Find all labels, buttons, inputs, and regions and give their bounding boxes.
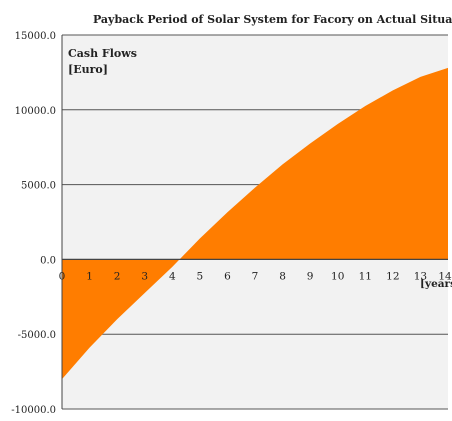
y-tick-label: -10000.0 [11,405,56,416]
x-tick-label: 13 [414,270,427,282]
x-tick-label: 9 [307,270,314,282]
x-tick-label: 10 [331,270,344,282]
x-tick-label: 12 [386,270,399,282]
y-tick-labels: 15000.0 10000.0 5000.0 0.0 -5000.0 -10000.0 [11,31,56,416]
x-tick-label: 1 [86,270,93,282]
x-tick-label: 11 [359,270,372,282]
x-tick-label: 6 [224,270,231,282]
x-tick-label: 5 [197,270,204,282]
y-axis-label-line2: [Euro] [68,63,108,76]
y-tick-label: 15000.0 [15,31,56,42]
y-tick-label: 5000.0 [21,181,56,192]
cash-flow-area [62,67,448,380]
y-tick-label: -5000.0 [18,330,56,341]
x-tick-labels: 0 1 2 3 4 5 6 7 8 9 10 11 12 13 14 [59,270,452,282]
x-tick-label: 0 [59,270,66,282]
chart-title: Payback Period of Solar System for Facor… [93,13,452,26]
y-axis-label-line1: Cash Flows [68,47,137,60]
x-tick-label: 8 [279,270,286,282]
x-axis-label: [years] [420,278,452,290]
x-tick-label: 14 [438,270,452,282]
x-tick-label: 4 [169,270,176,282]
y-tick-label: 10000.0 [15,106,56,117]
x-tick-label: 3 [141,270,148,282]
x-tick-label: 2 [114,270,121,282]
x-tick-label: 7 [252,270,259,282]
y-tick-label: 0.0 [40,255,56,266]
